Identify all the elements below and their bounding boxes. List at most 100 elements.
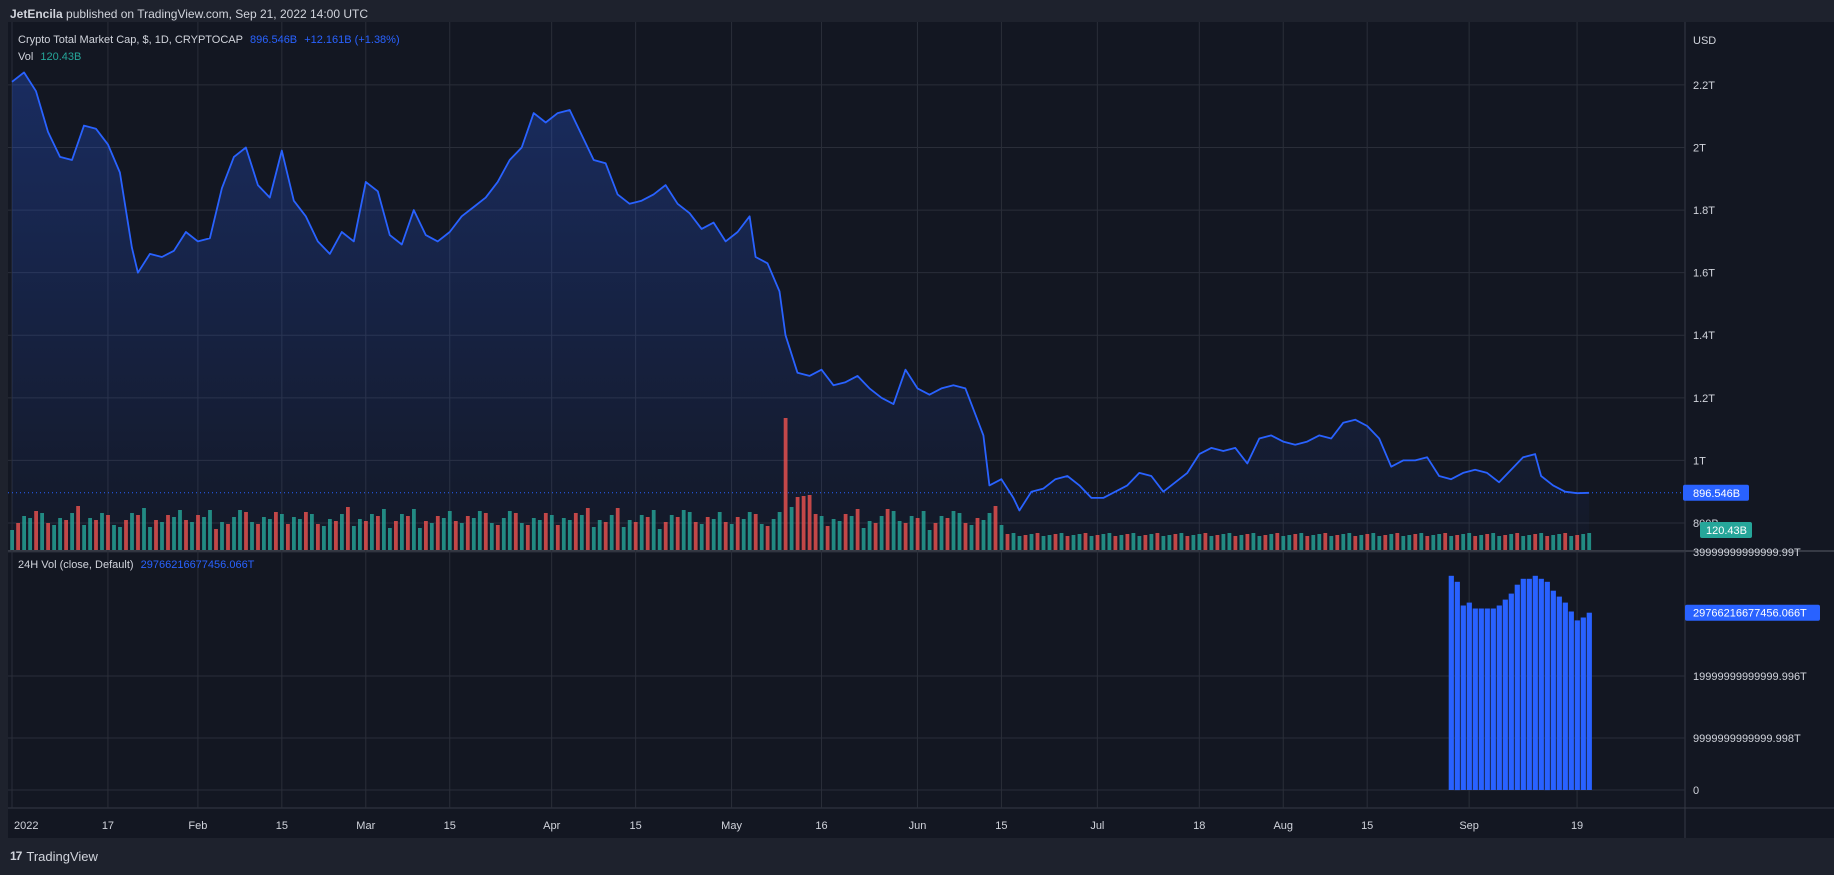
- volume-bar: [495, 525, 500, 550]
- volume-bar: [531, 518, 536, 550]
- volume-bar: [322, 526, 326, 550]
- volume-bar: [597, 520, 602, 550]
- volume-bar: [831, 519, 836, 550]
- volume-bar: [1071, 535, 1076, 550]
- volume-bar: [1365, 534, 1370, 550]
- volume-bar: [849, 516, 854, 550]
- volume-bar: [999, 525, 1004, 550]
- volume-bar: [951, 511, 956, 550]
- volume-bar: [1023, 535, 1028, 550]
- indicator-value: 29766216677456.066T: [140, 559, 255, 571]
- volume-bar: [789, 507, 794, 550]
- volume-bar: [891, 511, 896, 550]
- price-axis-background: [1685, 22, 1834, 838]
- volume-bar: [1263, 535, 1268, 550]
- volume-label[interactable]: Vol: [18, 51, 34, 63]
- volume-bar: [106, 515, 110, 550]
- volume-bar: [1269, 534, 1274, 550]
- volume-bar: [1257, 536, 1262, 550]
- y-tick-label: 1.2T: [1693, 393, 1715, 405]
- symbol-title[interactable]: Crypto Total Market Cap, $, 1D, CRYPTOCA…: [18, 34, 243, 46]
- indicator-label[interactable]: 24H Vol (close, Default): [18, 559, 134, 571]
- volume-bar: [280, 514, 284, 550]
- volume-bar: [382, 509, 386, 550]
- volume-bar: [507, 511, 512, 550]
- volume-bar: [94, 520, 98, 550]
- volume-bar: [238, 510, 242, 550]
- main-legend: Crypto Total Market Cap, $, 1D, CRYPTOCA…: [18, 34, 404, 46]
- volume-bar: [1131, 533, 1136, 550]
- volume-bar: [220, 522, 224, 550]
- volume-bar: [771, 519, 776, 550]
- indicator-bar: [1502, 599, 1508, 790]
- x-tick-label: 16: [815, 820, 827, 832]
- volume-bar: [873, 523, 878, 550]
- volume-bar: [1353, 536, 1358, 550]
- volume-bar: [567, 520, 572, 550]
- volume-bar: [1191, 535, 1196, 550]
- volume-bar: [729, 524, 734, 550]
- volume-bar: [394, 521, 398, 550]
- volume-bar: [1143, 535, 1148, 550]
- volume-bar: [292, 517, 296, 550]
- volume-bar: [1527, 535, 1532, 550]
- x-tick-label: 18: [1193, 820, 1205, 832]
- volume-bar: [148, 527, 152, 550]
- volume-bar: [501, 518, 506, 550]
- volume-bar: [921, 511, 926, 550]
- volume-bar: [429, 523, 434, 550]
- indicator-legend: 24H Vol (close, Default) 29766216677456.…: [18, 559, 258, 571]
- volume-bar: [1239, 535, 1244, 550]
- volume-bar: [543, 513, 548, 550]
- volume-bar: [82, 525, 86, 550]
- volume-bar: [927, 530, 932, 550]
- volume-bar: [352, 526, 356, 550]
- volume-bar: [657, 529, 662, 550]
- x-tick-label: 2022: [14, 820, 38, 832]
- volume-bar: [1251, 533, 1256, 550]
- volume-bar: [483, 513, 488, 550]
- volume-bar: [1449, 536, 1454, 550]
- volume-bar: [915, 518, 920, 550]
- y-tick-label: 1.8T: [1693, 205, 1715, 217]
- volume-bar: [759, 524, 764, 550]
- brand-name[interactable]: TradingView: [26, 849, 98, 864]
- volume-bar: [933, 523, 938, 550]
- volume-bar: [88, 518, 92, 550]
- indicator-bar: [1520, 578, 1526, 790]
- tradingview-logo-icon[interactable]: 17: [10, 849, 22, 863]
- volume-bar: [214, 529, 218, 550]
- y-tick-label: 2.2T: [1693, 80, 1715, 92]
- volume-bar: [316, 524, 320, 550]
- volume-bar: [939, 516, 944, 550]
- volume-bar: [28, 518, 32, 550]
- volume-bar: [723, 522, 728, 550]
- volume-bar: [1161, 536, 1166, 550]
- volume-bar: [268, 519, 272, 550]
- volume-bar: [441, 518, 446, 550]
- volume-bar: [1125, 534, 1130, 550]
- volume-bar: [70, 513, 74, 550]
- volume-bar: [591, 527, 596, 550]
- volume-bar: [453, 521, 458, 550]
- indicator-bar: [1568, 611, 1574, 790]
- price-change: +12.161B (+1.38%): [304, 34, 400, 46]
- volume-bar: [298, 519, 302, 550]
- author-name[interactable]: JetEncila: [10, 7, 63, 21]
- volume-bar: [1245, 534, 1250, 550]
- volume-bar: [1089, 536, 1094, 550]
- indicator-y-tick-label: 9999999999999.998T: [1693, 733, 1801, 745]
- indicator-bar: [1490, 608, 1496, 790]
- volume-bar: [1407, 535, 1412, 550]
- volume-bar: [1209, 536, 1214, 550]
- volume-bar: [1587, 533, 1592, 550]
- volume-bar: [1467, 533, 1472, 550]
- volume-bar: [783, 418, 788, 550]
- volume-bar: [1563, 533, 1568, 550]
- volume-bar: [573, 513, 578, 550]
- volume-bar: [687, 512, 692, 550]
- volume-bar: [447, 511, 452, 550]
- volume-bar: [16, 523, 20, 550]
- volume-bar: [328, 519, 332, 550]
